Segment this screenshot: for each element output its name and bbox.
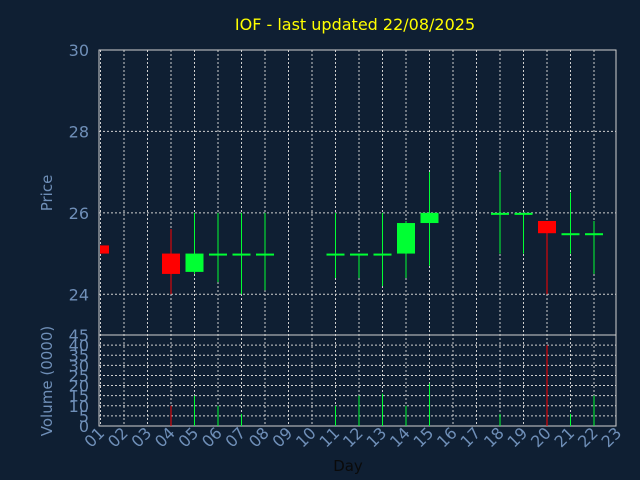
price-tick-label: 28 xyxy=(69,122,89,141)
x-axis-ticks: 0102030405060708091011121314151617181920… xyxy=(80,423,625,451)
price-tick-label: 30 xyxy=(69,41,89,60)
candle-body xyxy=(162,253,180,274)
candle-body xyxy=(561,233,580,236)
candle-body xyxy=(585,233,603,236)
volume-axis-label: Volume (0000) xyxy=(38,326,56,436)
price-axis-label: Price xyxy=(38,175,56,212)
candle-body xyxy=(538,221,556,234)
volume-tick-label: 0 xyxy=(79,417,89,436)
price-tick-label: 24 xyxy=(69,285,89,304)
volume-tick-label: 25 xyxy=(69,366,89,385)
candle-body xyxy=(100,245,109,254)
candle-body xyxy=(373,253,392,256)
candle-body xyxy=(420,212,439,224)
candle-body xyxy=(350,253,368,256)
volume-tick-label: 5 xyxy=(79,407,89,426)
x-tick-label: 23 xyxy=(597,423,625,451)
candle-body xyxy=(232,253,251,256)
candle-body xyxy=(256,253,274,256)
volume-tick-label: 45 xyxy=(69,326,89,345)
volume-tick-label: 20 xyxy=(69,377,89,396)
volume-tick-label: 15 xyxy=(69,387,89,406)
price-panel-frame xyxy=(98,49,617,336)
candle-body xyxy=(397,223,415,254)
volume-tick-label: 10 xyxy=(69,397,89,416)
price-tick-label: 26 xyxy=(69,204,89,223)
volume-tick-label: 35 xyxy=(69,346,89,365)
candles-group xyxy=(100,172,603,295)
volume-bars-group xyxy=(170,345,595,426)
candle-body xyxy=(514,212,533,215)
x-axis-label: Day xyxy=(333,457,363,475)
volume-tick-label: 30 xyxy=(69,356,89,375)
volume-tick-label: 40 xyxy=(69,336,89,355)
candle-body xyxy=(491,212,509,215)
candle-body xyxy=(209,253,227,256)
price-axis-ticks: 24 26 28 30 xyxy=(69,41,89,304)
chart-title: IOF - last updated 22/08/2025 xyxy=(235,15,475,34)
candle-body xyxy=(326,253,345,256)
volume-panel-frame xyxy=(98,334,617,427)
candle-body xyxy=(185,253,204,272)
grid-lines xyxy=(99,50,616,426)
